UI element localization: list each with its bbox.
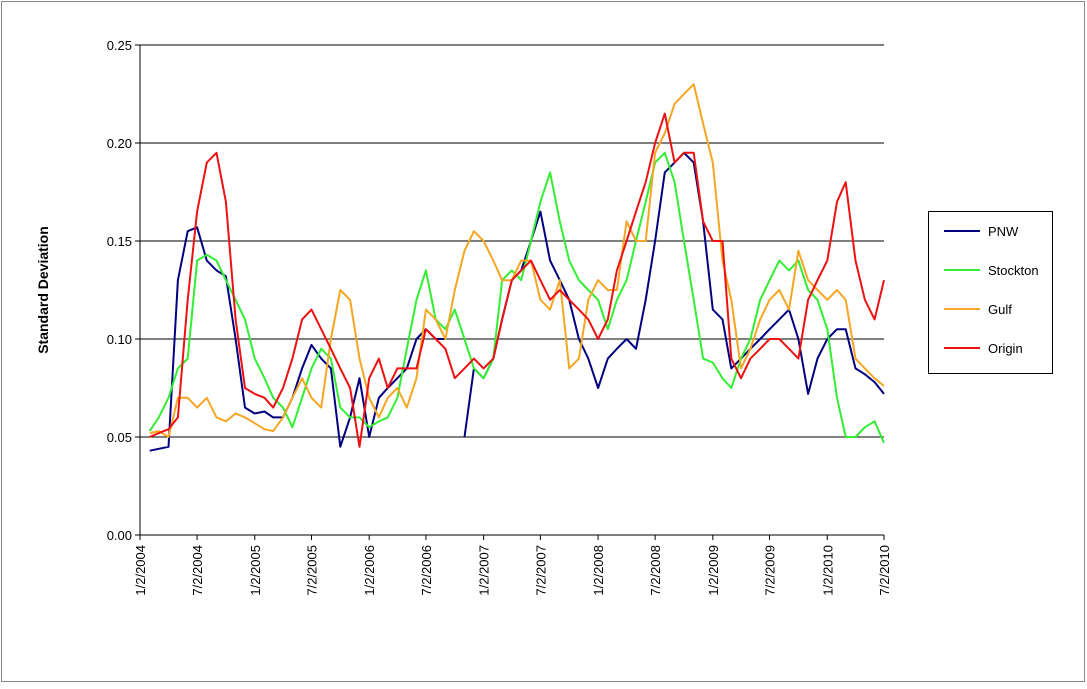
x-tick-label: 7/2/2007 — [533, 545, 548, 596]
legend-box — [928, 211, 1053, 374]
x-tick-label: 7/2/2006 — [419, 545, 434, 596]
x-tick-label: 1/2/2005 — [248, 545, 263, 596]
legend-label: Stockton — [988, 263, 1039, 278]
y-tick-label: 0.05 — [107, 430, 132, 445]
series-line — [149, 83, 885, 438]
x-tick-label: 7/2/2009 — [763, 545, 778, 596]
x-tick-label: 1/2/2006 — [362, 545, 377, 596]
x-tick-label: 1/2/2004 — [133, 545, 148, 596]
y-tick-label: 0.10 — [107, 332, 132, 347]
y-tick-label: 0.15 — [107, 234, 132, 249]
legend-label: Origin — [988, 341, 1023, 356]
x-tick-label: 7/2/2010 — [877, 545, 892, 596]
x-tick-label: 7/2/2005 — [304, 545, 319, 596]
y-tick-label: 0.20 — [107, 136, 132, 151]
series-line — [149, 112, 885, 448]
x-tick-label: 1/2/2007 — [477, 545, 492, 596]
y-tick-label: 0.00 — [107, 528, 132, 543]
x-tick-label: 1/2/2008 — [591, 545, 606, 596]
x-tick-label: 7/2/2008 — [648, 545, 663, 596]
legend-label: PNW — [988, 224, 1019, 239]
y-axis-title: Standard Deviation — [35, 226, 51, 354]
legend-label: Gulf — [988, 302, 1012, 317]
x-tick-label: 1/2/2010 — [820, 545, 835, 596]
x-tick-label: 1/2/2009 — [706, 545, 721, 596]
y-tick-label: 0.25 — [107, 38, 132, 53]
x-tick-label: 7/2/2004 — [190, 545, 205, 596]
